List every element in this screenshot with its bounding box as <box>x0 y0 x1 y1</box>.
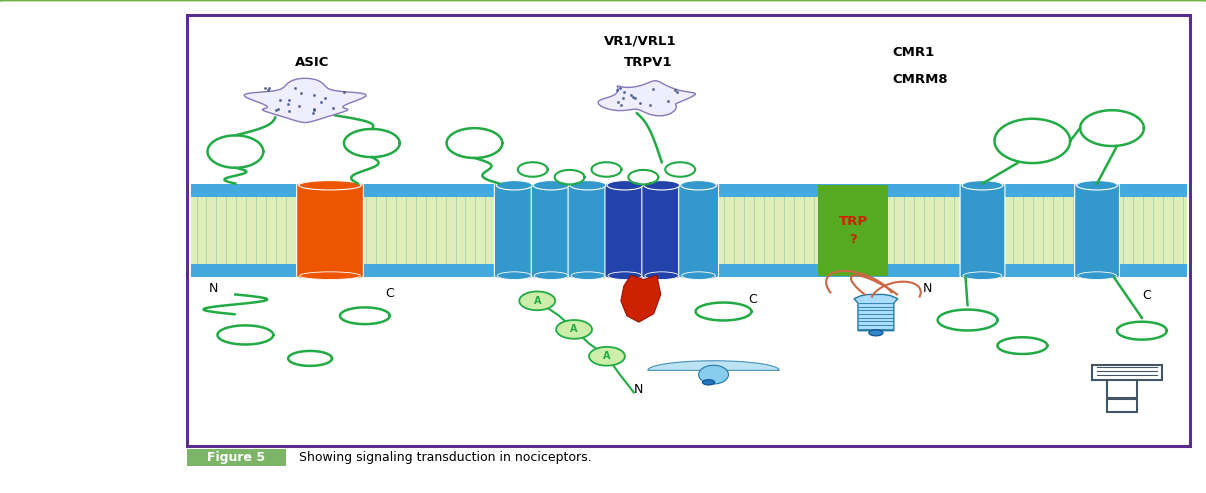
FancyBboxPatch shape <box>605 183 645 278</box>
Ellipse shape <box>964 272 1002 280</box>
Ellipse shape <box>497 272 531 280</box>
Text: ASIC: ASIC <box>295 56 329 70</box>
FancyBboxPatch shape <box>679 183 719 278</box>
Polygon shape <box>854 294 897 331</box>
Text: N: N <box>209 282 218 295</box>
FancyBboxPatch shape <box>531 183 572 278</box>
FancyBboxPatch shape <box>494 183 534 278</box>
FancyBboxPatch shape <box>187 15 1190 446</box>
Text: A: A <box>603 352 610 361</box>
Polygon shape <box>520 291 555 310</box>
Bar <box>191 183 1187 197</box>
FancyBboxPatch shape <box>642 183 681 278</box>
Ellipse shape <box>570 180 605 190</box>
Text: C: C <box>749 293 757 306</box>
FancyBboxPatch shape <box>568 183 608 278</box>
Ellipse shape <box>1078 272 1117 280</box>
Ellipse shape <box>608 272 642 280</box>
Ellipse shape <box>533 180 569 190</box>
Ellipse shape <box>645 272 679 280</box>
Ellipse shape <box>299 272 361 280</box>
Polygon shape <box>621 275 661 322</box>
Text: CMR1: CMR1 <box>892 46 935 59</box>
Bar <box>818 185 888 276</box>
Text: CMRM8: CMRM8 <box>892 73 948 86</box>
Polygon shape <box>244 78 365 123</box>
Ellipse shape <box>962 180 1003 190</box>
Polygon shape <box>598 81 696 116</box>
Polygon shape <box>648 361 779 370</box>
Polygon shape <box>698 365 728 384</box>
Polygon shape <box>556 320 592 339</box>
Ellipse shape <box>644 180 680 190</box>
Ellipse shape <box>1077 180 1118 190</box>
Text: N: N <box>634 383 643 395</box>
Ellipse shape <box>607 180 643 190</box>
Text: A: A <box>533 296 541 306</box>
Bar <box>191 183 1187 278</box>
FancyBboxPatch shape <box>297 183 363 278</box>
Ellipse shape <box>680 180 716 190</box>
Text: C: C <box>1142 289 1151 302</box>
Ellipse shape <box>534 272 568 280</box>
Bar <box>1107 398 1137 412</box>
Ellipse shape <box>703 380 714 385</box>
Text: VR1/VRL1: VR1/VRL1 <box>604 35 677 48</box>
Text: TRP
?: TRP ? <box>838 215 867 246</box>
Bar <box>187 449 286 466</box>
FancyBboxPatch shape <box>1075 183 1119 278</box>
Text: N: N <box>923 282 932 295</box>
Text: TRPV1: TRPV1 <box>624 56 673 70</box>
Polygon shape <box>589 347 625 366</box>
Text: Showing signaling transduction in nociceptors.: Showing signaling transduction in nocice… <box>299 451 592 464</box>
Ellipse shape <box>681 272 715 280</box>
Ellipse shape <box>572 272 605 280</box>
Text: Figure 5: Figure 5 <box>207 451 265 464</box>
Ellipse shape <box>497 180 532 190</box>
Ellipse shape <box>870 330 883 336</box>
Text: C: C <box>385 286 393 300</box>
Bar <box>191 264 1187 278</box>
Ellipse shape <box>299 180 362 190</box>
Text: A: A <box>570 324 578 334</box>
FancyBboxPatch shape <box>960 183 1005 278</box>
